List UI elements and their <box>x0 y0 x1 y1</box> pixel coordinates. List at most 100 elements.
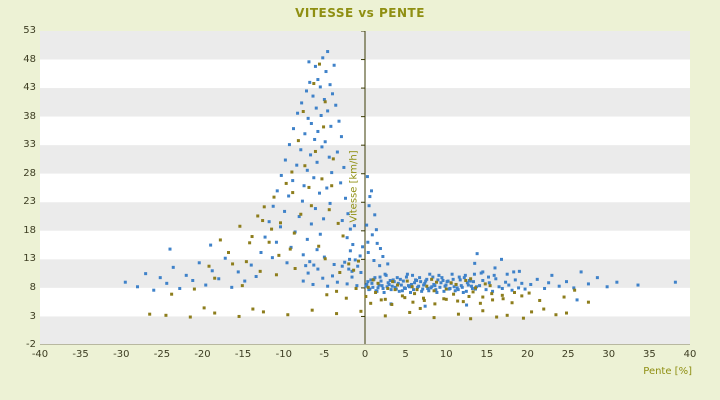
scatter-point-vitesse-olive <box>261 310 265 314</box>
scatter-point-vitesse-blue <box>326 284 330 288</box>
scatter-point-vitesse-olive <box>474 286 477 290</box>
scatter-point-vitesse-blue <box>493 266 497 270</box>
scatter-point-vitesse-blue <box>158 276 162 280</box>
scatter-point-vitesse-blue <box>287 194 291 198</box>
scatter-point-vitesse-blue <box>321 276 325 280</box>
scatter-point-vitesse-blue <box>152 288 156 292</box>
scatter-point-vitesse-blue <box>442 289 446 293</box>
scatter-point-vitesse-blue <box>322 255 326 259</box>
scatter-point-vitesse-blue <box>350 269 354 273</box>
scatter-point-vitesse-olive <box>296 139 300 143</box>
scatter-point-vitesse-blue <box>312 176 316 180</box>
scatter-point-vitesse-blue <box>372 259 376 263</box>
scatter-point-vitesse-blue <box>427 289 431 293</box>
scatter-point-vitesse-blue <box>430 285 434 289</box>
scatter-point-vitesse-olive <box>227 251 230 255</box>
scatter-point-vitesse-blue <box>409 290 412 294</box>
scatter-point-vitesse-blue <box>204 283 208 287</box>
scatter-point-vitesse-blue <box>411 273 415 277</box>
scatter-point-vitesse-olive <box>270 227 274 231</box>
scatter-point-vitesse-blue <box>424 279 428 283</box>
scatter-point-vitesse-blue <box>461 290 465 294</box>
scatter-point-vitesse-blue <box>374 228 378 232</box>
scatter-point-vitesse-olive <box>354 286 358 290</box>
scatter-point-vitesse-olive <box>192 287 196 291</box>
scatter-point-vitesse-blue <box>313 64 317 68</box>
scatter-point-vitesse-blue <box>468 279 472 283</box>
scatter-point-vitesse-blue <box>579 270 583 274</box>
scatter-point-vitesse-olive <box>491 298 495 302</box>
scatter-point-vitesse-blue <box>520 281 524 285</box>
scatter-point-vitesse-blue <box>352 224 356 228</box>
y-tick-label: 38 <box>23 110 36 122</box>
scatter-point-vitesse-olive <box>240 284 244 288</box>
scatter-point-vitesse-blue <box>296 111 300 115</box>
scatter-point-vitesse-olive <box>286 313 290 317</box>
plot-area: Vitesse [km/h] <box>40 31 690 345</box>
scatter-point-vitesse-blue <box>319 113 323 117</box>
scatter-point-vitesse-olive <box>288 247 292 251</box>
scatter-point-vitesse-blue <box>323 140 327 144</box>
scatter-point-vitesse-blue <box>375 241 379 245</box>
scatter-point-vitesse-olive <box>495 315 499 319</box>
scatter-point-vitesse-blue <box>471 280 475 284</box>
scatter-point-vitesse-olive <box>452 292 456 296</box>
scatter-point-vitesse-blue <box>309 222 313 226</box>
scatter-point-vitesse-blue <box>462 276 466 280</box>
scatter-point-vitesse-blue <box>356 264 360 268</box>
scatter-point-vitesse-olive <box>317 244 321 248</box>
scatter-point-vitesse-blue <box>557 284 561 288</box>
scatter-point-vitesse-olive <box>322 125 326 129</box>
scatter-point-vitesse-blue <box>348 227 352 231</box>
x-tick-label: -35 <box>72 349 89 360</box>
scatter-point-vitesse-blue <box>376 286 380 290</box>
scatter-point-vitesse-blue <box>379 279 383 283</box>
scatter-point-vitesse-blue <box>318 191 321 195</box>
scatter-point-vitesse-olive <box>383 297 387 301</box>
scatter-point-vitesse-blue <box>469 284 473 288</box>
scatter-point-vitesse-blue <box>279 225 282 229</box>
scatter-point-vitesse-blue <box>392 280 396 284</box>
scatter-point-vitesse-blue <box>305 168 309 172</box>
scatter-point-vitesse-olive <box>410 285 414 289</box>
x-tick-label: -10 <box>275 349 292 360</box>
scatter-point-vitesse-olive <box>586 300 590 304</box>
scatter-point-vitesse-olive <box>237 314 241 318</box>
scatter-point-vitesse-blue <box>456 288 460 292</box>
scatter-point-vitesse-blue <box>287 143 291 147</box>
scatter-point-vitesse-blue <box>460 285 464 289</box>
scatter-point-vitesse-olive <box>369 301 373 305</box>
scatter-point-vitesse-olive <box>483 282 487 286</box>
scatter-point-vitesse-blue <box>316 129 320 133</box>
x-tick-label: 0 <box>361 349 369 360</box>
scatter-point-vitesse-olive <box>444 297 448 301</box>
scatter-point-vitesse-olive <box>250 235 254 239</box>
scatter-point-vitesse-blue <box>309 153 313 157</box>
scatter-point-vitesse-blue <box>285 261 289 265</box>
scatter-point-vitesse-olive <box>435 280 438 284</box>
scatter-point-vitesse-blue <box>300 101 304 105</box>
scatter-point-vitesse-olive <box>469 317 473 321</box>
scatter-point-vitesse-olive <box>471 290 475 294</box>
scatter-point-vitesse-blue <box>390 284 394 288</box>
scatter-point-vitesse-olive <box>481 295 485 299</box>
scatter-point-vitesse-blue <box>339 135 343 139</box>
scatter-point-vitesse-blue <box>263 235 267 239</box>
scatter-point-vitesse-blue <box>422 283 426 287</box>
scatter-point-vitesse-blue <box>494 277 498 281</box>
scatter-point-vitesse-olive <box>505 313 509 317</box>
scatter-point-vitesse-olive <box>347 262 351 266</box>
scatter-point-vitesse-blue <box>439 281 443 285</box>
scatter-point-vitesse-blue <box>378 275 382 279</box>
scatter-point-vitesse-blue <box>316 78 320 82</box>
scatter-point-vitesse-blue <box>437 273 441 277</box>
scatter-point-vitesse-olive <box>364 294 368 298</box>
scatter-point-vitesse-blue <box>572 286 576 290</box>
scatter-point-vitesse-blue <box>400 289 404 293</box>
y-tick-label: 13 <box>23 253 36 265</box>
scatter-point-vitesse-blue <box>487 275 490 279</box>
scatter-point-vitesse-blue <box>510 288 514 292</box>
scatter-point-vitesse-blue <box>299 148 303 152</box>
scatter-point-vitesse-olive <box>313 149 317 153</box>
scatter-point-vitesse-olive <box>338 270 342 274</box>
